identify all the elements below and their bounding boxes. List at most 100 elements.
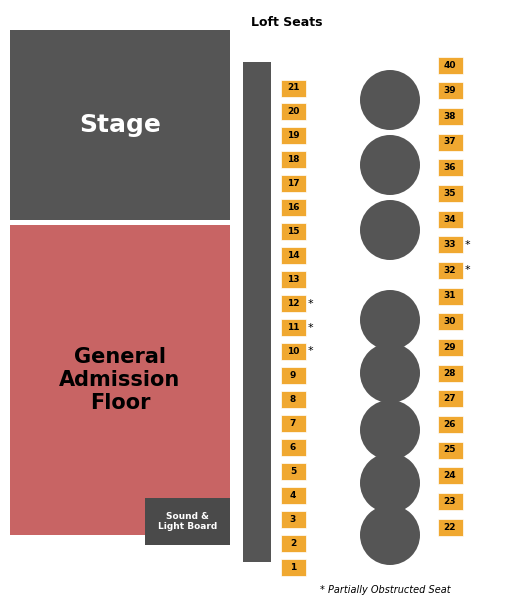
- FancyBboxPatch shape: [437, 493, 463, 510]
- FancyBboxPatch shape: [10, 30, 230, 220]
- FancyBboxPatch shape: [280, 511, 306, 528]
- Text: 32: 32: [444, 266, 456, 275]
- Text: 20: 20: [287, 107, 299, 117]
- Text: 36: 36: [444, 163, 456, 172]
- Text: 16: 16: [287, 203, 299, 212]
- Circle shape: [360, 343, 420, 403]
- Circle shape: [360, 70, 420, 130]
- FancyBboxPatch shape: [437, 57, 463, 73]
- Text: 5: 5: [290, 467, 296, 476]
- Text: Stage: Stage: [79, 113, 161, 137]
- Text: 22: 22: [444, 523, 456, 531]
- FancyBboxPatch shape: [280, 534, 306, 551]
- Text: 23: 23: [444, 497, 456, 506]
- FancyBboxPatch shape: [145, 498, 230, 545]
- Text: 35: 35: [444, 189, 456, 198]
- Circle shape: [360, 505, 420, 565]
- FancyBboxPatch shape: [10, 225, 230, 535]
- FancyBboxPatch shape: [437, 287, 463, 304]
- FancyBboxPatch shape: [437, 313, 463, 330]
- Text: 11: 11: [287, 323, 299, 332]
- FancyBboxPatch shape: [280, 391, 306, 408]
- Text: *: *: [465, 265, 470, 275]
- Text: * Partially Obstructed Seat: * Partially Obstructed Seat: [320, 585, 450, 595]
- Text: 37: 37: [444, 137, 456, 146]
- Text: 38: 38: [444, 112, 456, 121]
- FancyBboxPatch shape: [437, 185, 463, 202]
- FancyBboxPatch shape: [280, 79, 306, 96]
- Text: 31: 31: [444, 292, 456, 301]
- FancyBboxPatch shape: [437, 416, 463, 433]
- Text: *: *: [308, 346, 313, 356]
- FancyBboxPatch shape: [437, 236, 463, 253]
- FancyBboxPatch shape: [437, 159, 463, 176]
- Text: 6: 6: [290, 443, 296, 452]
- Text: General
Admission
Floor: General Admission Floor: [59, 347, 181, 413]
- Text: 2: 2: [290, 539, 296, 548]
- Circle shape: [360, 290, 420, 350]
- FancyBboxPatch shape: [280, 319, 306, 336]
- Text: 27: 27: [444, 394, 456, 403]
- FancyBboxPatch shape: [280, 463, 306, 479]
- Text: 25: 25: [444, 445, 456, 454]
- Text: *: *: [308, 323, 313, 332]
- FancyBboxPatch shape: [280, 175, 306, 192]
- FancyBboxPatch shape: [280, 439, 306, 456]
- Circle shape: [360, 453, 420, 513]
- FancyBboxPatch shape: [437, 108, 463, 125]
- Text: 18: 18: [287, 156, 299, 164]
- Text: 40: 40: [444, 60, 456, 70]
- Text: 24: 24: [444, 471, 456, 480]
- Text: 29: 29: [444, 343, 456, 352]
- FancyBboxPatch shape: [280, 295, 306, 312]
- FancyBboxPatch shape: [280, 199, 306, 217]
- Text: 1: 1: [290, 562, 296, 572]
- Text: 9: 9: [290, 371, 296, 380]
- Text: *: *: [465, 240, 470, 249]
- FancyBboxPatch shape: [437, 210, 463, 228]
- Text: 17: 17: [287, 179, 299, 188]
- FancyBboxPatch shape: [280, 271, 306, 288]
- FancyBboxPatch shape: [280, 487, 306, 504]
- FancyBboxPatch shape: [280, 559, 306, 575]
- Text: 14: 14: [287, 251, 299, 260]
- Text: 7: 7: [290, 419, 296, 428]
- Text: 34: 34: [444, 215, 456, 223]
- FancyBboxPatch shape: [437, 339, 463, 356]
- Text: 19: 19: [287, 131, 299, 140]
- Text: 30: 30: [444, 317, 456, 326]
- Text: *: *: [308, 298, 313, 309]
- FancyBboxPatch shape: [243, 62, 271, 562]
- FancyBboxPatch shape: [280, 367, 306, 384]
- FancyBboxPatch shape: [437, 365, 463, 381]
- FancyBboxPatch shape: [280, 415, 306, 432]
- FancyBboxPatch shape: [437, 262, 463, 279]
- Text: Sound &
Light Board: Sound & Light Board: [158, 512, 217, 531]
- Text: 3: 3: [290, 515, 296, 523]
- Circle shape: [360, 400, 420, 460]
- Text: 15: 15: [287, 227, 299, 236]
- Text: Loft Seats: Loft Seats: [251, 15, 323, 29]
- FancyBboxPatch shape: [280, 247, 306, 264]
- Circle shape: [360, 135, 420, 195]
- Text: 13: 13: [287, 275, 299, 284]
- Text: 4: 4: [290, 490, 296, 500]
- FancyBboxPatch shape: [280, 104, 306, 120]
- FancyBboxPatch shape: [437, 518, 463, 536]
- Text: 33: 33: [444, 240, 456, 249]
- FancyBboxPatch shape: [280, 223, 306, 240]
- FancyBboxPatch shape: [437, 134, 463, 151]
- Text: 39: 39: [444, 86, 456, 95]
- FancyBboxPatch shape: [437, 442, 463, 459]
- Text: 8: 8: [290, 395, 296, 404]
- FancyBboxPatch shape: [280, 151, 306, 168]
- FancyBboxPatch shape: [437, 82, 463, 99]
- FancyBboxPatch shape: [437, 390, 463, 407]
- FancyBboxPatch shape: [280, 343, 306, 360]
- Text: 26: 26: [444, 420, 456, 429]
- FancyBboxPatch shape: [437, 467, 463, 484]
- Circle shape: [360, 200, 420, 260]
- FancyBboxPatch shape: [280, 127, 306, 145]
- Text: 21: 21: [287, 84, 299, 93]
- Text: 12: 12: [287, 299, 299, 308]
